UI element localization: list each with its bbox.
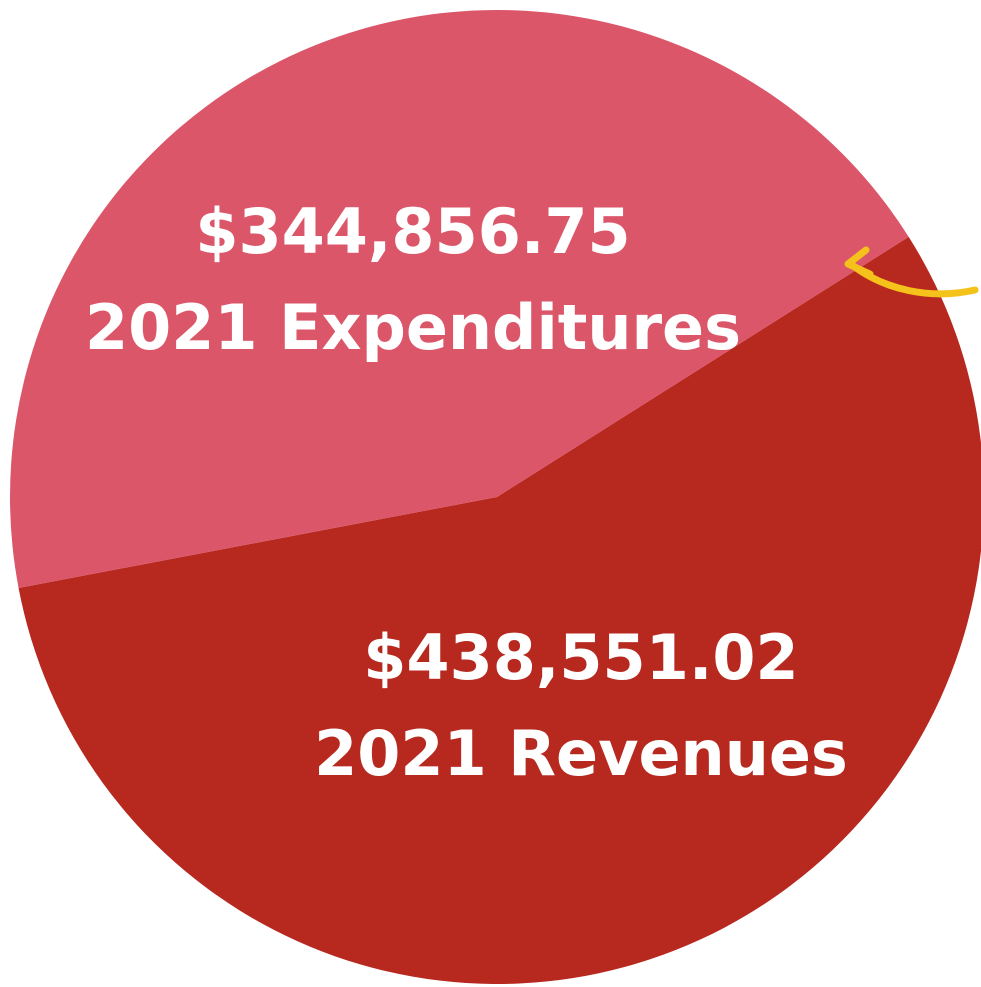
category-label: 2021 Expenditures [85, 291, 741, 364]
value-label: $344,856.75 [195, 195, 630, 268]
pie-slice [18, 236, 981, 984]
category-label: 2021 Revenues [314, 717, 848, 790]
value-label: $438,551.02 [363, 621, 798, 694]
arrow-head [844, 246, 874, 278]
pie [9, 9, 981, 984]
pie-slice [9, 9, 909, 588]
